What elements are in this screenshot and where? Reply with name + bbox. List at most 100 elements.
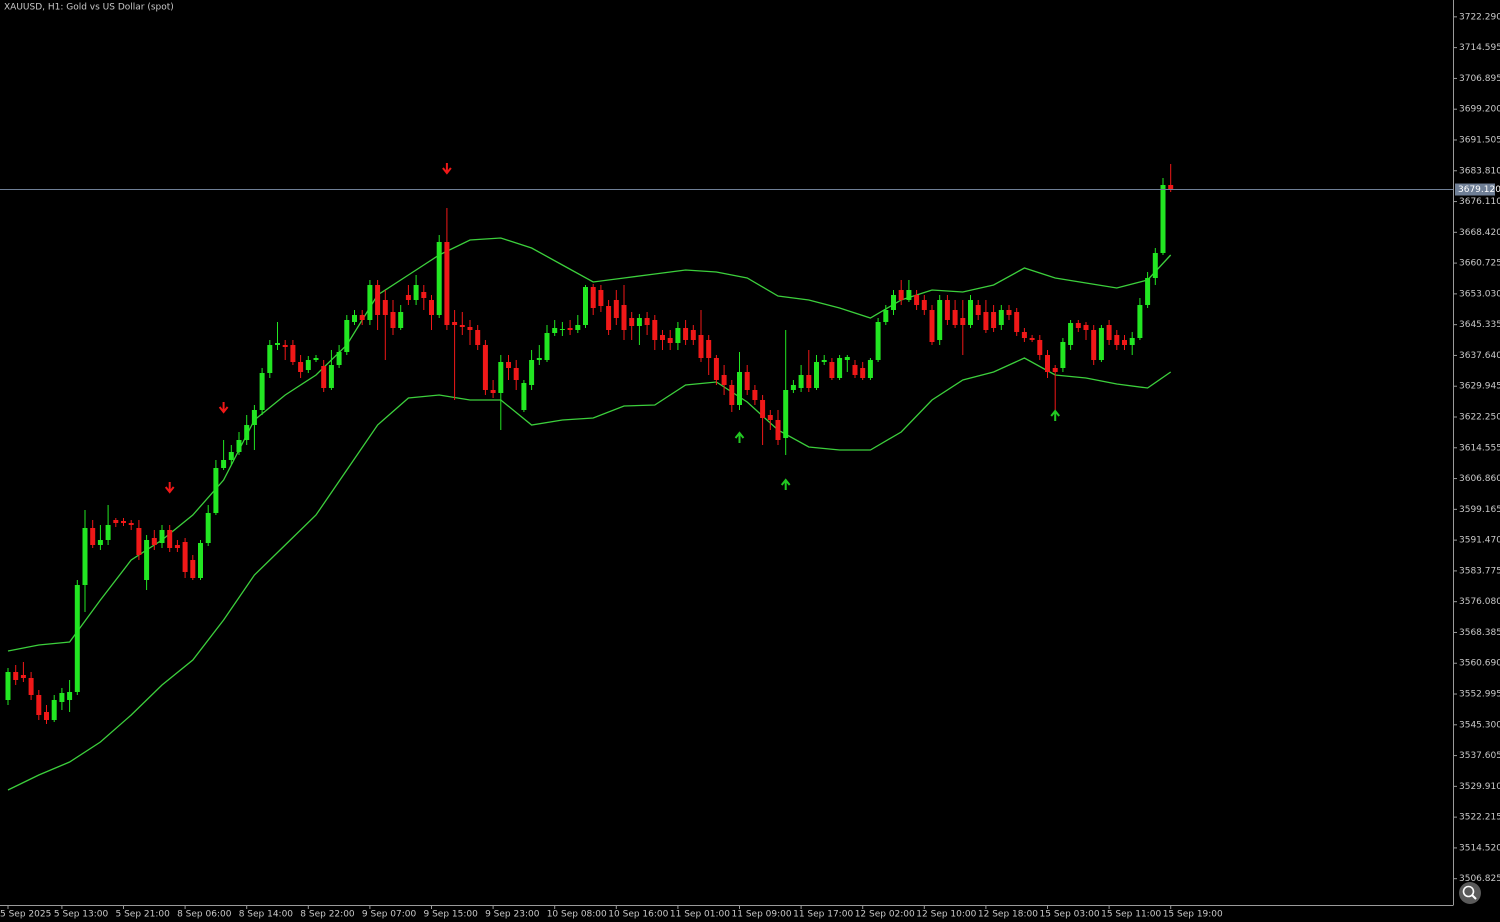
candle-body: [729, 385, 735, 405]
candle-body: [921, 300, 927, 310]
y-tick-label: 3691.505: [1459, 135, 1500, 145]
candle-body: [521, 383, 527, 410]
candle-body: [790, 385, 796, 390]
candle-body: [321, 366, 327, 388]
candle-body: [429, 300, 434, 315]
candle-body: [1137, 305, 1143, 338]
y-tick-label: 3529.910: [1459, 782, 1500, 792]
candle-body: [436, 242, 442, 315]
candle-body: [975, 305, 981, 315]
candle-body: [1060, 342, 1066, 368]
candle-body: [652, 320, 658, 340]
zoom-button-bg[interactable]: [1459, 882, 1481, 904]
candle-body: [359, 315, 365, 320]
candle-body: [421, 292, 427, 298]
candle-body: [1029, 338, 1035, 340]
candle-body: [82, 528, 88, 585]
candle-body: [613, 300, 619, 318]
candle-body: [806, 375, 812, 388]
band-lower: [7, 357, 1172, 791]
x-tick-label: 12 Sep 18:00: [978, 910, 1038, 920]
candle-body: [1045, 355, 1050, 372]
candle-body: [228, 452, 234, 460]
candle-body: [783, 390, 789, 438]
y-tick-label: 3699.200: [1459, 105, 1500, 115]
y-tick-label: 3560.690: [1459, 659, 1500, 669]
x-tick-label: 5 Sep 2025: [0, 910, 51, 920]
candle-body: [167, 530, 173, 548]
candle-body: [1014, 312, 1020, 332]
candle-body: [583, 287, 588, 325]
x-tick-label: 9 Sep 23:00: [485, 910, 540, 920]
buy-arrow: [780, 478, 791, 490]
x-tick-label: 11 Sep 17:00: [793, 910, 853, 920]
candle-body: [213, 468, 219, 513]
sell-arrow: [218, 402, 229, 414]
candle-body: [352, 315, 357, 322]
candle-body: [44, 712, 49, 720]
band-upper: [7, 237, 1172, 652]
y-tick-label: 3614.555: [1459, 443, 1500, 453]
candle-body: [821, 360, 827, 362]
candle-body: [1098, 328, 1104, 360]
candle-body: [375, 285, 381, 315]
candle-body: [944, 300, 950, 320]
zoom-icon[interactable]: [1462, 885, 1475, 898]
y-tick-label: 3629.945: [1459, 382, 1500, 392]
candle-body: [267, 345, 273, 373]
candle-body: [159, 530, 165, 543]
candle-body: [182, 542, 188, 572]
current-price-box: [1455, 183, 1495, 196]
candle-body: [706, 340, 712, 358]
y-tick-label: 3622.250: [1459, 413, 1500, 423]
candle-body: [891, 295, 896, 310]
candle-body: [660, 335, 665, 340]
candle-body: [282, 345, 288, 347]
x-tick-label: 5 Sep 21:00: [116, 910, 171, 920]
x-tick-label: 15 Sep 11:00: [1101, 910, 1161, 920]
candle-body: [883, 310, 889, 322]
candle-body: [606, 306, 612, 330]
candle-body: [713, 358, 719, 380]
candle-body: [744, 372, 750, 390]
candle-body: [51, 700, 57, 720]
x-tick-label: 15 Sep 19:00: [1163, 910, 1223, 920]
candle-body: [174, 545, 180, 548]
y-tick-label: 3545.300: [1459, 720, 1500, 730]
candle-body: [97, 540, 103, 545]
candle-body: [898, 290, 904, 300]
candle-body: [621, 305, 627, 330]
zoom-button[interactable]: [1459, 882, 1481, 904]
candle-body: [136, 528, 142, 555]
candle-body: [121, 521, 126, 523]
x-tick-label: 11 Sep 01:00: [670, 910, 730, 920]
candle-body: [590, 287, 596, 308]
x-tick-label: 12 Sep 02:00: [855, 910, 915, 920]
current-price-label: 3679.120: [1458, 185, 1500, 195]
candle-body: [151, 538, 157, 545]
candle-body: [5, 672, 11, 700]
candle-body: [382, 300, 388, 315]
candle-body: [459, 325, 465, 327]
candle-body: [852, 365, 858, 375]
candle-body: [929, 310, 935, 342]
candle-body: [1083, 325, 1089, 330]
candle-body: [198, 543, 203, 578]
candle-body: [767, 415, 773, 420]
candle-body: [867, 360, 873, 378]
zoom-icon-handle[interactable]: [1471, 894, 1477, 900]
y-tick-label: 3668.420: [1459, 228, 1500, 238]
y-tick-label: 3653.030: [1459, 289, 1500, 299]
candle-body: [205, 513, 211, 543]
candle-body: [698, 335, 704, 358]
candle-body: [752, 390, 758, 400]
candle-body: [513, 368, 519, 380]
candle-body: [837, 358, 843, 378]
candle-body: [305, 360, 311, 370]
candle-body: [1006, 310, 1012, 315]
x-tick-label: 9 Sep 07:00: [362, 910, 417, 920]
candle-body: [275, 343, 280, 345]
candle-body: [1052, 368, 1058, 372]
candle-body: [444, 242, 450, 325]
